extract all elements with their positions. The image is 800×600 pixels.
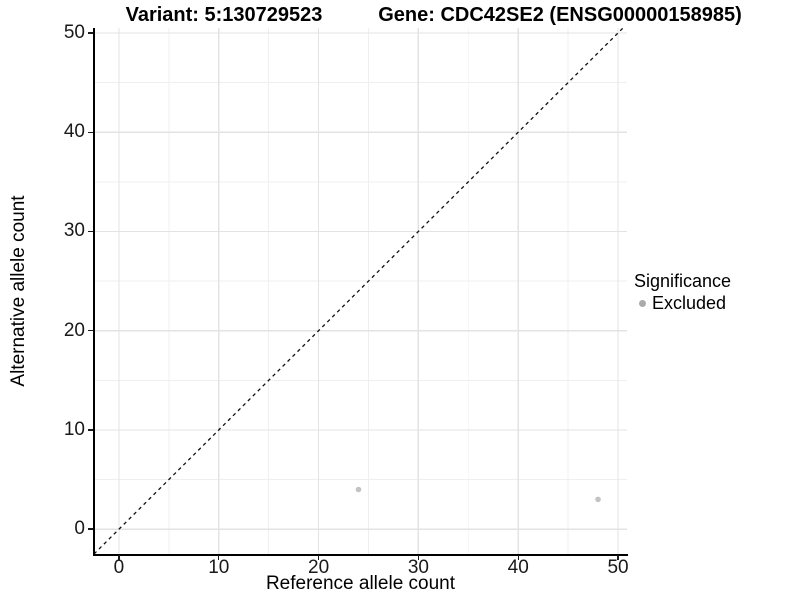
- legend: Significance Excluded: [634, 271, 731, 313]
- x-tick-mark: [517, 555, 519, 560]
- y-tick-mark: [88, 32, 93, 34]
- x-tick-label: 40: [507, 557, 529, 578]
- x-tick-mark: [118, 555, 120, 560]
- legend-entry-excluded: Excluded: [634, 293, 731, 313]
- y-tick-mark: [88, 230, 93, 233]
- y-tick-label: 50: [63, 21, 85, 43]
- y-tick-label: 10: [63, 418, 85, 440]
- y-tick-label: 0: [74, 518, 85, 540]
- x-tick-label: 20: [308, 557, 330, 578]
- excluded-point-icon: [639, 299, 646, 307]
- data-point: [355, 486, 362, 493]
- y-axis-title: Alternative allele count: [8, 195, 29, 387]
- variant-title: Variant: 5:130729523: [125, 4, 323, 26]
- y-tick-label: 20: [63, 319, 85, 341]
- legend-title: Significance: [634, 271, 732, 291]
- plot-panel: [94, 28, 627, 554]
- y-axis-line: [93, 28, 95, 556]
- x-tick-label: 10: [208, 557, 230, 578]
- x-tick-mark: [417, 555, 420, 560]
- x-axis-title: Reference allele count: [265, 573, 456, 594]
- plot-canvas: [94, 28, 627, 554]
- data-point: [595, 496, 601, 503]
- y-tick-label: 30: [63, 220, 85, 242]
- y-tick-mark: [88, 131, 93, 133]
- gene-title: Gene: CDC42SE2 (ENSG00000158985): [378, 4, 742, 26]
- x-tick-mark: [317, 555, 320, 560]
- x-tick-mark: [617, 555, 619, 560]
- identity-line: [94, 28, 624, 554]
- x-tick-label: 0: [113, 557, 125, 578]
- x-tick-label: 30: [407, 557, 429, 578]
- x-axis-line: [93, 554, 628, 556]
- y-tick-mark: [88, 329, 93, 332]
- y-tick-mark: [88, 528, 93, 530]
- y-tick-label: 40: [63, 121, 85, 143]
- x-tick-label: 50: [607, 557, 629, 578]
- x-tick-mark: [218, 555, 220, 560]
- y-tick-mark: [88, 429, 93, 431]
- legend-entry-label: Excluded: [652, 293, 727, 313]
